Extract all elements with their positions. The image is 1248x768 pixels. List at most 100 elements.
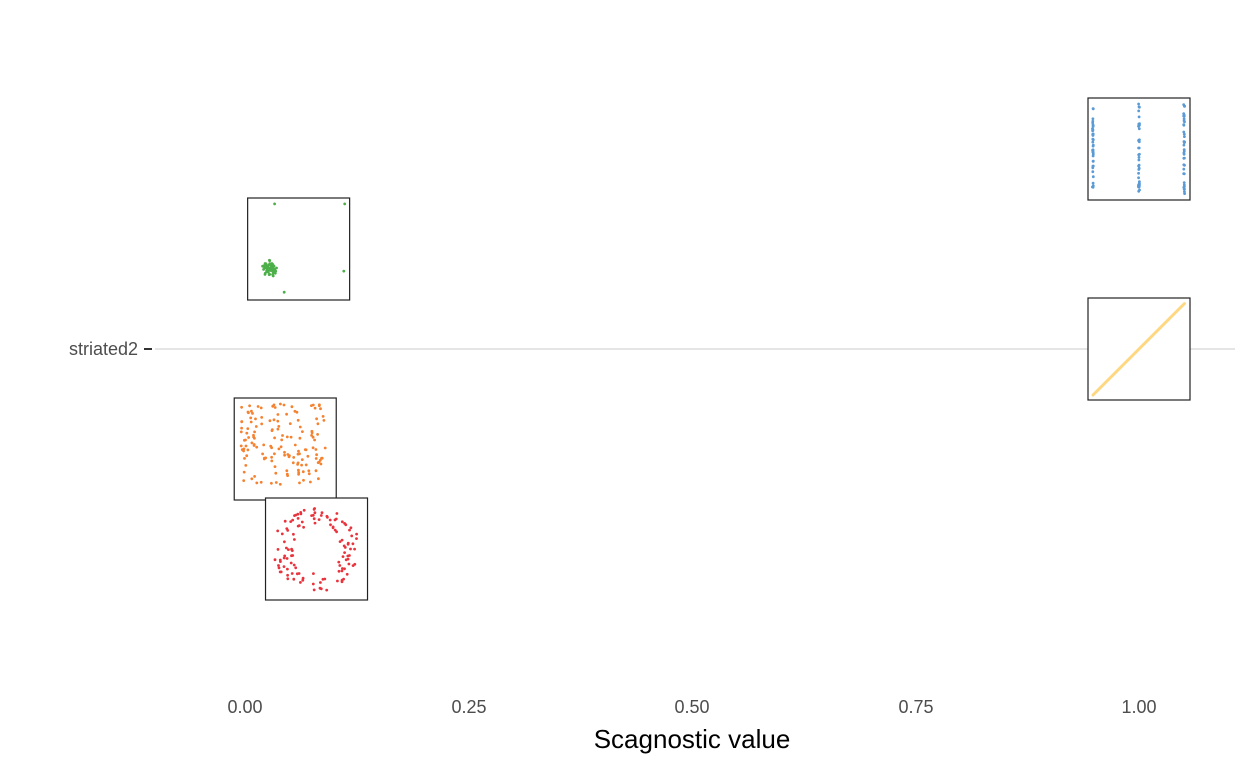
glyph-point [300, 463, 303, 467]
glyph-point [301, 470, 305, 474]
glyph-point [250, 477, 254, 481]
glyph-point [278, 558, 282, 562]
glyph-point [317, 518, 321, 521]
glyph-point [266, 266, 270, 270]
glyph-point [268, 419, 272, 423]
glyph-point [296, 463, 299, 466]
glyph-point [279, 570, 283, 574]
glyph-point [286, 577, 290, 581]
glyph-background [265, 498, 368, 600]
glyph-point [337, 560, 341, 564]
glyph-point [313, 507, 316, 510]
glyph-point [302, 525, 305, 529]
glyph-point [270, 481, 273, 485]
glyph-point [1091, 175, 1095, 179]
glyph-layer [233, 97, 1191, 601]
glyph-point [296, 418, 300, 422]
glyph-point [1091, 107, 1095, 111]
glyph-point [267, 273, 271, 276]
glyph-point [269, 266, 273, 270]
x-tick-label-0: 0.00 [227, 697, 262, 717]
glyph-point [270, 429, 274, 432]
glyph-point [325, 514, 329, 518]
x-tick-label-3: 0.75 [898, 697, 933, 717]
glyph-point [240, 426, 244, 430]
glyph-point [302, 508, 306, 512]
glyph-point [1182, 123, 1186, 126]
glyph-point [343, 567, 346, 571]
glyph-point [1182, 183, 1186, 187]
glyph-point [246, 448, 250, 452]
glyph-point [319, 514, 323, 517]
glyph-point [1137, 109, 1141, 113]
glyph-point [1137, 158, 1141, 162]
glyph-point [273, 268, 277, 271]
glyph-point [243, 438, 246, 442]
glyph-point [340, 538, 344, 542]
glyph-point [272, 270, 275, 274]
glyph-point [350, 534, 354, 538]
glyph-point [314, 457, 318, 460]
glyph-point [252, 435, 256, 439]
glyph-point [283, 540, 286, 544]
glyph-point [320, 511, 324, 515]
glyph-point [250, 409, 253, 413]
glyph-point [313, 521, 317, 525]
glyph-point [292, 532, 295, 536]
glyph-point [312, 588, 316, 592]
glyph-point [301, 576, 305, 580]
glyph-linear [1087, 297, 1191, 401]
glyph-point [293, 409, 297, 413]
glyph-point [312, 572, 315, 575]
glyph-point [249, 420, 253, 424]
glyph-point [277, 425, 281, 428]
glyph-point [1091, 117, 1095, 121]
glyph-point [1182, 181, 1186, 185]
glyph-point [270, 459, 274, 463]
glyph-point [239, 430, 243, 434]
glyph-point [289, 520, 293, 523]
glyph-point [285, 546, 288, 550]
glyph-random [233, 397, 337, 501]
glyph-point [1182, 143, 1186, 147]
glyph-point [290, 572, 294, 575]
glyph-point [1182, 186, 1186, 189]
glyph-point [242, 479, 246, 482]
glyph-point [342, 269, 346, 273]
glyph-ring [264, 497, 369, 601]
glyph-point [338, 564, 342, 567]
x-tick-label-4: 1.00 [1121, 697, 1156, 717]
glyph-point [1137, 102, 1140, 106]
glyph-point [313, 438, 316, 442]
glyph-point [331, 526, 335, 530]
glyph-point [276, 413, 280, 416]
glyph-point [1091, 181, 1095, 185]
glyph-point [340, 580, 344, 584]
glyph-point [309, 480, 312, 484]
glyph-striated [1087, 97, 1191, 201]
glyph-point [276, 419, 280, 423]
glyph-point [285, 469, 289, 473]
glyph-point [270, 455, 273, 459]
glyph-point [263, 266, 266, 270]
glyph-point [320, 456, 324, 460]
glyph-point [1182, 103, 1186, 107]
glyph-point [294, 513, 298, 517]
glyph-point [269, 444, 273, 448]
glyph-point [273, 406, 277, 409]
glyph-point [247, 436, 251, 439]
glyph-point [246, 410, 250, 414]
glyph-point [280, 438, 284, 442]
glyph-point [325, 588, 329, 592]
glyph-point [283, 554, 287, 558]
glyph-point [302, 478, 305, 482]
glyph-point [276, 548, 280, 551]
glyph-point [252, 443, 256, 446]
glyph-frame [1087, 97, 1191, 201]
glyph-point [1091, 143, 1095, 147]
glyph-point [286, 529, 290, 532]
glyph-point [287, 548, 290, 551]
glyph-point [249, 416, 253, 420]
glyph-point [290, 554, 293, 558]
glyph-point [1182, 163, 1186, 167]
